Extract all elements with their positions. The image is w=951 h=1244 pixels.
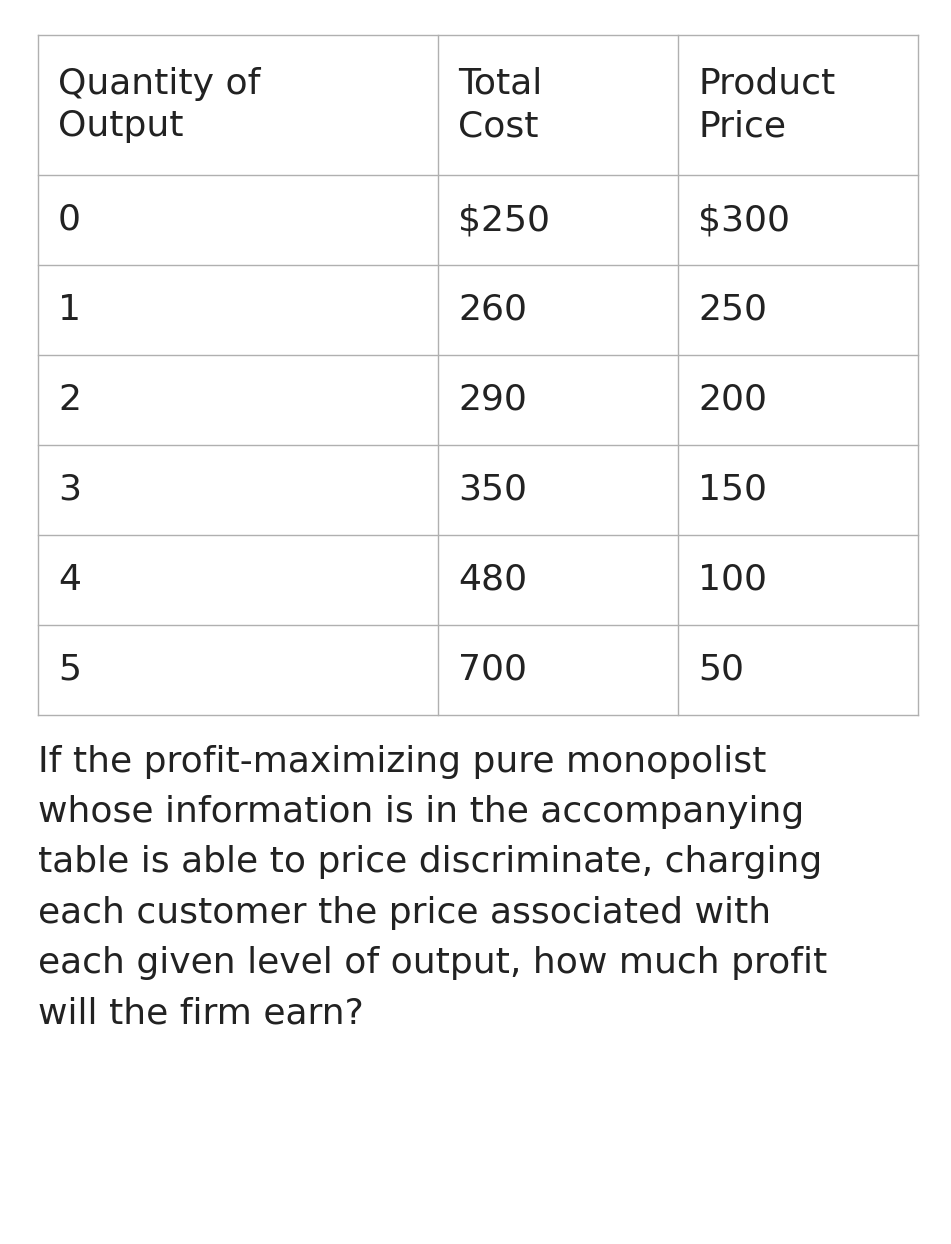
Text: $300: $300 xyxy=(698,203,790,238)
Text: 4: 4 xyxy=(58,564,81,597)
Text: 2: 2 xyxy=(58,383,81,417)
Text: $250: $250 xyxy=(458,203,550,238)
Text: 0: 0 xyxy=(58,203,81,238)
Text: 3: 3 xyxy=(58,473,81,508)
Text: 200: 200 xyxy=(698,383,767,417)
Text: 260: 260 xyxy=(458,294,527,327)
Text: 150: 150 xyxy=(698,473,767,508)
Text: 290: 290 xyxy=(458,383,527,417)
Text: 250: 250 xyxy=(698,294,767,327)
Text: 5: 5 xyxy=(58,653,81,687)
Text: 100: 100 xyxy=(698,564,767,597)
Text: Product
Price: Product Price xyxy=(698,67,835,143)
Text: 480: 480 xyxy=(458,564,527,597)
Text: Quantity of
Output: Quantity of Output xyxy=(58,67,261,143)
Text: 50: 50 xyxy=(698,653,744,687)
Text: 1: 1 xyxy=(58,294,81,327)
Text: 700: 700 xyxy=(458,653,527,687)
Text: Total
Cost: Total Cost xyxy=(458,67,542,143)
Text: If the profit-maximizing pure monopolist
whose information is in the accompanyin: If the profit-maximizing pure monopolist… xyxy=(38,745,827,1030)
Text: 350: 350 xyxy=(458,473,527,508)
